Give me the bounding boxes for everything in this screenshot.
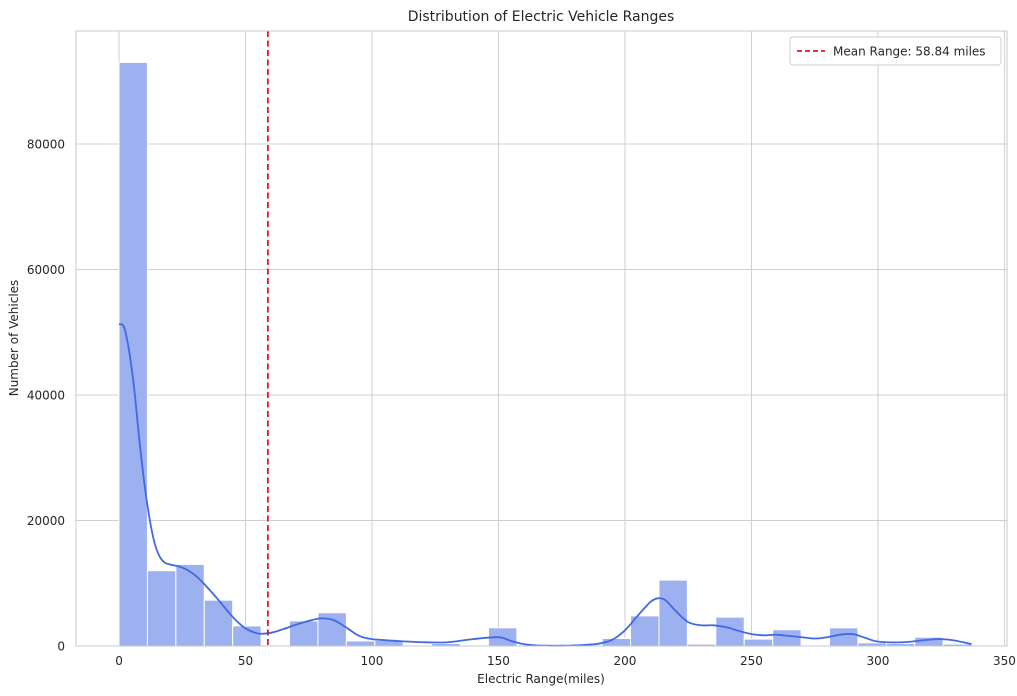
- chart-title: Distribution of Electric Vehicle Ranges: [408, 9, 675, 25]
- legend: Mean Range: 58.84 miles: [789, 36, 1002, 66]
- x-tick-label: 50: [238, 654, 253, 668]
- y-axis-label: Number of Vehicles: [7, 280, 21, 397]
- kde-curve-group: [118, 323, 972, 647]
- x-tick-label: 250: [740, 654, 763, 668]
- histogram-bars: [118, 61, 973, 647]
- histogram-bar: [772, 629, 802, 647]
- histogram-bar: [175, 563, 205, 647]
- histogram-bar: [203, 599, 234, 647]
- x-tick-label: 0: [115, 654, 123, 668]
- kde-curve: [118, 323, 972, 647]
- histogram-bar: [743, 638, 774, 647]
- plot-frame: [75, 30, 1008, 647]
- x-axis-label: Electric Range(miles): [477, 672, 605, 686]
- y-tick-label: 0: [57, 640, 65, 654]
- legend-mean-label: Mean Range: 58.84 miles: [833, 45, 986, 59]
- histogram-bar: [118, 61, 148, 647]
- x-tick-label: 300: [867, 654, 890, 668]
- x-tick-label: 200: [614, 654, 637, 668]
- y-tick-label: 80000: [27, 137, 65, 151]
- y-tick-label: 40000: [27, 388, 65, 402]
- histogram-bar: [345, 640, 376, 647]
- x-tick-label: 350: [993, 654, 1016, 668]
- y-tick-label: 20000: [27, 514, 65, 528]
- histogram-bar: [715, 616, 745, 647]
- x-tick-label: 100: [361, 654, 384, 668]
- legend-box: [789, 36, 1002, 66]
- histogram-bar: [658, 579, 688, 647]
- y-tick-label: 60000: [27, 263, 65, 277]
- histogram-bar: [828, 627, 859, 647]
- y-tick-labels: 0 20000 40000 60000 80000: [27, 137, 65, 653]
- x-tick-label: 150: [487, 654, 510, 668]
- x-tick-labels: 0 50 100 150 200 250 300 350: [115, 654, 1016, 668]
- histogram-bar: [146, 570, 177, 647]
